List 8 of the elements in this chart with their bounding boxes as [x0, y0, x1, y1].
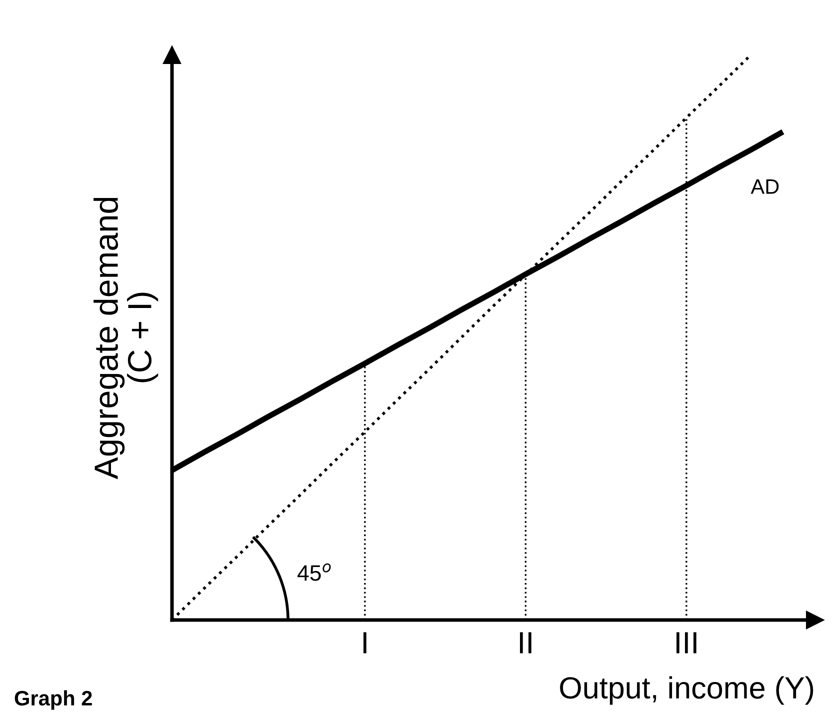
- y-axis-title: Aggregate demand (C + I): [94, 198, 158, 480]
- caption: Graph 2: [14, 690, 92, 710]
- series-label: AD: [750, 179, 779, 194]
- x-axis-title: Output, income (Y): [560, 676, 814, 705]
- x-tick-label: II: [520, 632, 532, 654]
- x-tick-label: I: [363, 632, 366, 654]
- x-tick-label: III: [676, 632, 696, 654]
- annotation: 45$^{o}$: [298, 563, 331, 581]
